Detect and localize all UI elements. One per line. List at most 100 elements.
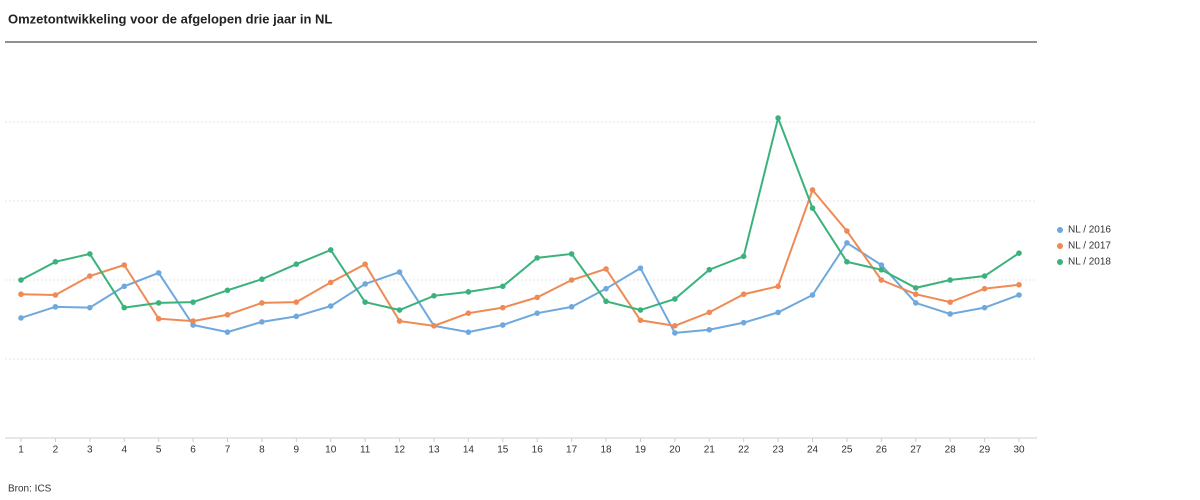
x-tick-label: 21 [704, 445, 716, 456]
legend-swatch [1057, 227, 1063, 233]
data-point [1016, 281, 1022, 288]
data-point [878, 262, 885, 268]
x-tick-label: 18 [600, 445, 612, 456]
data-point [603, 266, 609, 272]
data-point [190, 322, 196, 328]
data-point [224, 287, 231, 294]
data-point [18, 315, 24, 321]
data-point [396, 269, 403, 275]
data-point [775, 115, 781, 121]
data-point [52, 259, 59, 265]
data-point [155, 270, 162, 276]
x-tick-label: 20 [669, 445, 681, 456]
x-tick-label: 13 [428, 445, 440, 456]
data-point [1016, 292, 1022, 298]
data-point [465, 289, 472, 295]
x-tick-label: 25 [841, 445, 853, 456]
data-point [947, 277, 953, 283]
data-point [362, 299, 368, 305]
x-tick-label: 19 [635, 445, 647, 456]
legend-label: NL / 2016 [1068, 225, 1111, 236]
data-point [499, 283, 506, 290]
data-point [568, 277, 575, 283]
data-point [947, 311, 953, 317]
data-point [327, 247, 334, 253]
data-point [121, 262, 128, 268]
x-tick-label: 28 [945, 445, 957, 456]
x-tick-label: 4 [121, 445, 127, 456]
data-point [809, 292, 816, 298]
data-point [981, 273, 988, 279]
data-point [878, 277, 885, 283]
series-line [20, 114, 1020, 312]
data-point [637, 265, 644, 271]
legend-swatch [1057, 259, 1063, 265]
data-point [947, 299, 953, 305]
x-tick-label: 26 [876, 445, 888, 456]
x-tick-label: 12 [394, 445, 406, 456]
source: Bron: ICS [8, 484, 52, 495]
data-point [327, 303, 334, 309]
data-point [431, 293, 437, 299]
data-point [431, 323, 437, 329]
data-point [912, 291, 919, 298]
x-tick-label: 30 [1013, 445, 1025, 456]
data-point [465, 329, 472, 335]
data-point [396, 307, 403, 313]
data-point [775, 309, 781, 316]
data-point [259, 276, 265, 283]
data-point [912, 285, 919, 291]
x-tick-label: 15 [497, 445, 509, 456]
x-tick-label: 22 [738, 445, 750, 456]
legend-label: NL / 2017 [1068, 241, 1111, 252]
data-point [293, 299, 300, 305]
data-point [534, 310, 541, 316]
data-point [809, 187, 816, 193]
legend-swatch [1057, 243, 1063, 249]
x-tick-label: 10 [325, 445, 337, 456]
data-point [18, 291, 24, 298]
data-point [740, 291, 747, 298]
x-tick-label: 11 [360, 445, 371, 456]
legend-label: NL / 2018 [1068, 257, 1111, 268]
data-point [155, 300, 162, 306]
data-point [568, 251, 575, 257]
data-point [981, 285, 988, 292]
x-tick-label: 5 [156, 445, 162, 456]
x-tick-label: 23 [773, 445, 785, 456]
data-point [224, 311, 231, 318]
data-point [672, 296, 678, 302]
x-tick-label: 16 [532, 445, 544, 456]
data-point [844, 259, 850, 265]
data-point [603, 298, 609, 305]
x-tick-label: 9 [294, 445, 300, 456]
data-point [293, 261, 300, 268]
data-point [637, 317, 644, 324]
x-tick-label: 24 [807, 445, 819, 456]
x-tick-label: 17 [566, 445, 578, 456]
data-point [603, 285, 609, 292]
data-point [775, 283, 781, 290]
data-point [52, 292, 59, 298]
data-point [981, 304, 988, 311]
data-point [637, 307, 644, 313]
data-point [912, 300, 919, 306]
data-point [155, 315, 162, 322]
data-point [706, 309, 713, 316]
data-point [224, 329, 231, 335]
x-tick-label: 1 [18, 445, 24, 456]
data-point [293, 313, 300, 320]
data-point [499, 304, 506, 311]
x-tick-label: 29 [979, 445, 991, 456]
data-point [844, 228, 850, 234]
data-point [18, 277, 24, 283]
data-point [740, 319, 747, 326]
data-point [706, 266, 713, 273]
data-point [878, 266, 885, 273]
data-point [844, 240, 850, 246]
data-point [465, 310, 472, 316]
x-tick-label: 14 [463, 445, 475, 456]
x-tick-label: 27 [910, 445, 922, 456]
data-point [534, 294, 541, 301]
